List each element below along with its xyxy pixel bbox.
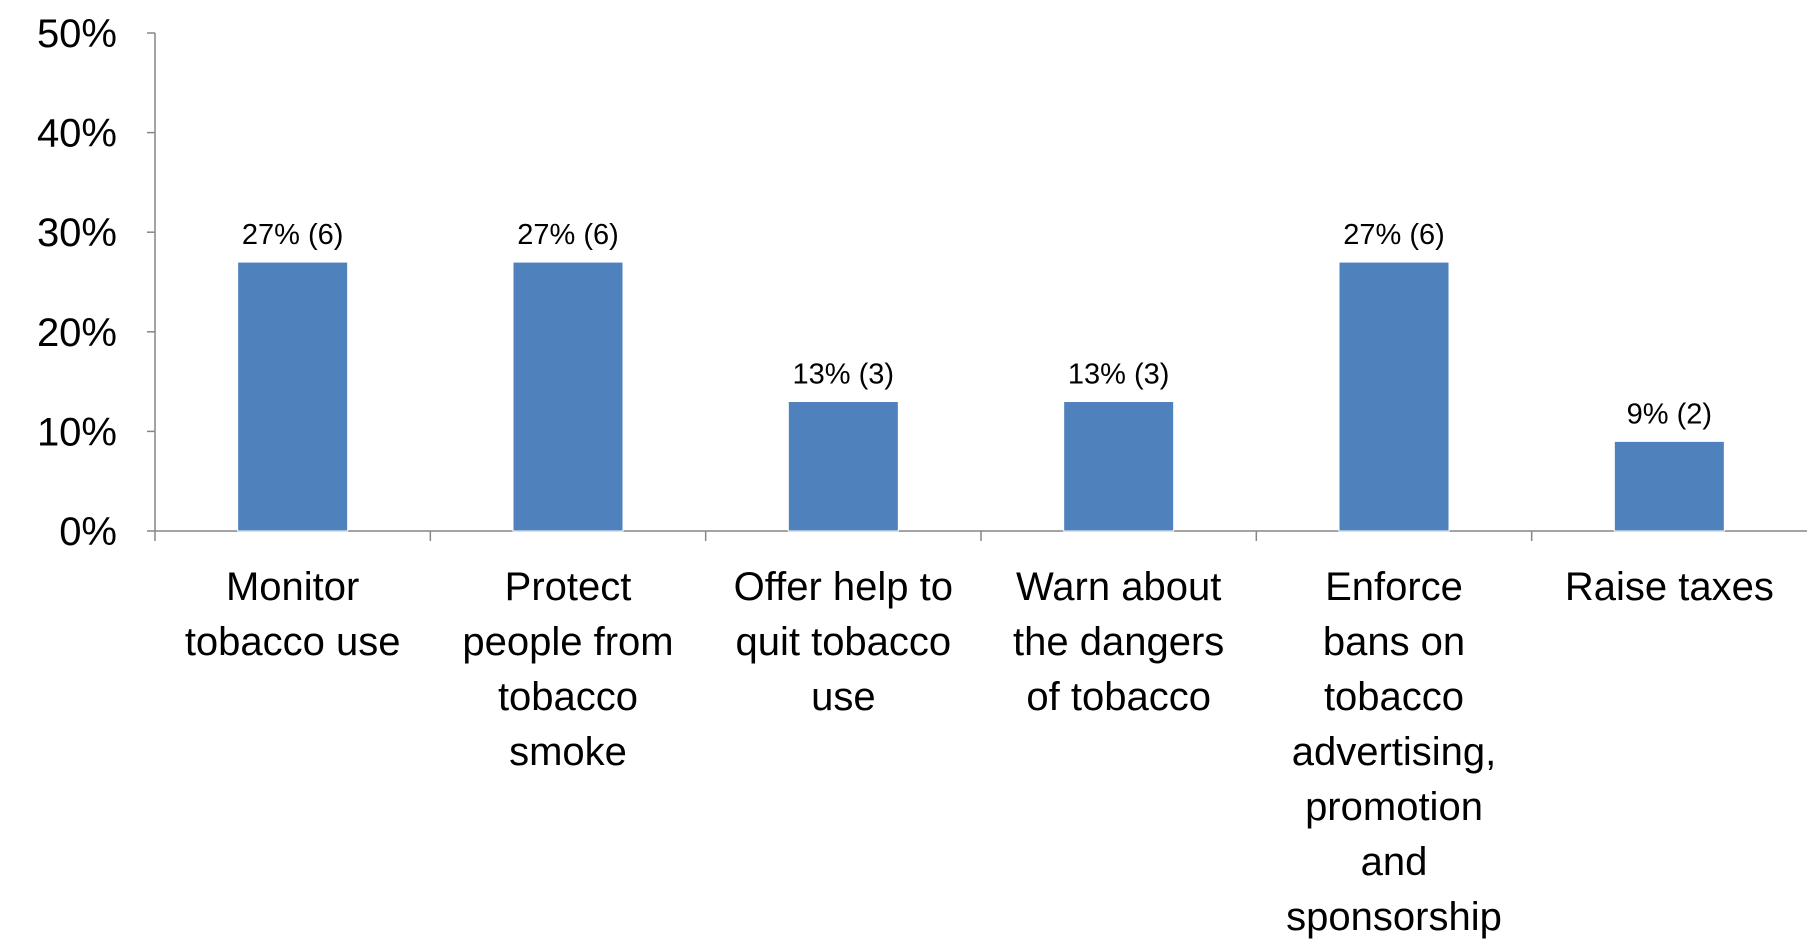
category-label: Monitor tobacco use	[185, 565, 401, 664]
category-label-line: sponsorship	[1286, 895, 1502, 939]
bar	[1063, 401, 1175, 532]
category-label-line: tobacco	[498, 675, 638, 719]
data-label: 13% (3)	[793, 359, 895, 391]
y-tick-label: 50%	[37, 12, 117, 56]
category-label-line: Warn about	[1016, 565, 1221, 609]
category-label: Enforce bans on tobacco advertising, promoti…	[1286, 565, 1502, 939]
category-label: Warn about the dangers of tobacco	[1013, 565, 1224, 719]
y-tick-label: 0%	[59, 510, 117, 554]
y-tick-label: 20%	[37, 311, 117, 355]
category-label-line: Raise taxes	[1565, 565, 1774, 609]
y-tick-label: 30%	[37, 211, 117, 255]
bar	[237, 261, 349, 532]
data-label: 27% (6)	[242, 219, 344, 251]
category-label-line: Enforce	[1325, 565, 1463, 609]
category-label-line: of tobacco	[1026, 675, 1211, 719]
category-label-line: quit tobacco	[735, 620, 951, 664]
data-label: 13% (3)	[1068, 359, 1170, 391]
data-label: 27% (6)	[517, 219, 619, 251]
category-label-line: tobacco	[1324, 675, 1464, 719]
y-tick-label: 40%	[37, 112, 117, 156]
category-label-line: smoke	[509, 730, 627, 774]
bar	[787, 401, 899, 532]
bar	[1338, 261, 1450, 532]
category-label-line: people from	[462, 620, 673, 664]
category-label: Offer help to quit tobacco use	[734, 565, 953, 719]
category-label-line: the dangers	[1013, 620, 1224, 664]
bar-series	[237, 261, 1725, 532]
category-label-line: Offer help to	[734, 565, 953, 609]
data-labels: 27% (6) 27% (6) 13% (3) 13% (3) 27% (6) 9% (2…	[242, 219, 1712, 430]
category-label-line: Monitor	[226, 565, 359, 609]
category-label-line: bans on	[1323, 620, 1465, 664]
category-label-line: and	[1361, 840, 1428, 884]
category-label-line: promotion	[1305, 785, 1483, 829]
y-tick-label: 10%	[37, 410, 117, 454]
bar	[1613, 440, 1725, 532]
category-label-line: advertising,	[1292, 730, 1497, 774]
category-label: Raise taxes	[1565, 565, 1774, 609]
y-axis: 0% 10% 20% 30% 40% 50%	[37, 12, 156, 554]
x-axis	[154, 530, 1807, 541]
category-label-line: use	[811, 675, 876, 719]
category-labels: Monitor tobacco use Protect people from toba…	[185, 565, 1774, 939]
data-label: 27% (6)	[1343, 219, 1445, 251]
category-label-line: tobacco use	[185, 620, 401, 664]
bar	[512, 261, 624, 532]
data-label: 9% (2)	[1627, 398, 1712, 430]
category-label: Protect people from tobacco smoke	[462, 565, 673, 774]
category-label-line: Protect	[505, 565, 632, 609]
